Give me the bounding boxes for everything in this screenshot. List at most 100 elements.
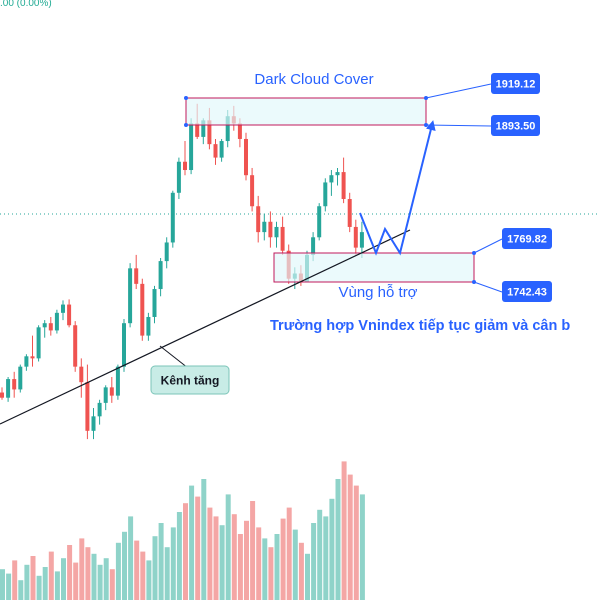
volume-bar: [219, 525, 225, 600]
volume-bar: [189, 485, 195, 600]
volume-bar: [152, 536, 158, 600]
volume-bar: [61, 558, 66, 600]
candle-body: [323, 182, 328, 207]
volume-bar: [134, 540, 140, 600]
candle-body: [85, 382, 90, 431]
candle-body: [164, 242, 169, 262]
candle-body: [250, 175, 255, 207]
volume-bar: [329, 498, 335, 600]
candle-body: [341, 172, 346, 199]
volume-bar: [311, 523, 317, 600]
candle-body: [30, 356, 35, 359]
volume-bar: [54, 571, 60, 600]
volume-bar: [67, 545, 73, 600]
volume-bar: [170, 527, 176, 600]
candle-body: [225, 116, 230, 142]
candle-body: [152, 289, 157, 317]
candle-body: [183, 161, 187, 171]
candle-body: [311, 237, 316, 255]
channel-callout-box[interactable]: [150, 365, 230, 395]
volume-bar: [268, 547, 274, 600]
support-zone[interactable]: [273, 252, 475, 283]
volume-bar: [335, 479, 341, 600]
volume-bar: [79, 538, 85, 600]
price-label-box-1: [491, 73, 540, 94]
candle-body: [244, 138, 248, 176]
candle-body: [195, 123, 200, 137]
volume-bar: [292, 529, 298, 600]
candle-body: [347, 198, 352, 227]
scenario-label: Trường hợp Vnindex tiếp tục giảm và cân …: [270, 318, 570, 334]
volume-bar: [353, 485, 359, 600]
candle-body: [122, 323, 126, 367]
volume-bar: [176, 512, 182, 600]
candle-body: [73, 325, 78, 367]
candle-body: [61, 304, 65, 313]
volume-bar: [317, 509, 323, 600]
candle-body: [12, 379, 17, 390]
rising-trendline[interactable]: [0, 229, 411, 425]
volume-bar: [24, 564, 30, 600]
dark-cloud-label: Dark Cloud Cover: [254, 71, 373, 88]
volume-bar: [91, 553, 97, 600]
volume-bar: [48, 551, 54, 600]
volume-bar: [73, 562, 79, 600]
volume-bar: [256, 527, 262, 600]
volume-bar: [286, 507, 292, 600]
channel-callout-line: [159, 345, 189, 369]
candle-body: [213, 144, 218, 158]
candle-body: [67, 304, 72, 326]
candle-body: [97, 402, 102, 417]
volume-bar: [347, 474, 353, 600]
candle-body: [201, 120, 206, 137]
volume-bar: [30, 556, 36, 600]
candle-body: [176, 161, 181, 193]
candle-body: [36, 327, 41, 359]
volume-bar: [109, 569, 115, 600]
volume-bar: [128, 516, 134, 600]
volume-bar: [305, 553, 310, 600]
volume-bar: [183, 503, 188, 600]
volume-bar: [213, 516, 219, 600]
volume-bar: [225, 494, 231, 600]
volume-bar: [85, 547, 91, 600]
candle-body: [207, 120, 212, 145]
candle-body: [219, 141, 224, 158]
candle-body: [109, 387, 114, 396]
candle-body: [237, 123, 242, 139]
candles: [0, 103, 364, 440]
candle-body: [353, 226, 358, 248]
candle-body: [24, 356, 29, 367]
volume-bar: [244, 520, 249, 600]
volume-bar: [341, 461, 347, 600]
volume-bar: [201, 479, 207, 600]
candle-body: [128, 268, 133, 324]
channel-label: Kênh tăng: [161, 374, 220, 388]
candle-body: [48, 323, 53, 331]
volume-bar: [262, 538, 268, 600]
candle-body: [54, 312, 59, 331]
volume-bar: [280, 518, 286, 600]
volume-bar: [195, 496, 201, 600]
volume-bar: [36, 575, 42, 600]
resistance-zone[interactable]: [185, 97, 427, 126]
candle-body: [6, 379, 11, 398]
price-label-4: 1742.43: [507, 287, 547, 299]
volume-bar: [323, 516, 329, 600]
volume-bar: [140, 551, 146, 600]
candle-body: [91, 416, 96, 431]
volume-bar: [6, 573, 12, 600]
candle-body: [280, 226, 285, 251]
price-label-1: 1919.12: [496, 79, 536, 91]
volume-bar: [122, 531, 127, 600]
status-text: .00 (0.00%): [0, 0, 52, 9]
scenario-path[interactable]: [359, 120, 436, 256]
candle-body: [170, 192, 175, 243]
candle-body: [18, 366, 23, 390]
candle-body: [158, 261, 163, 290]
candle-body: [329, 175, 334, 183]
price-label-box-4: [502, 281, 552, 302]
volume-bar: [250, 501, 256, 600]
candle-body: [140, 283, 145, 336]
